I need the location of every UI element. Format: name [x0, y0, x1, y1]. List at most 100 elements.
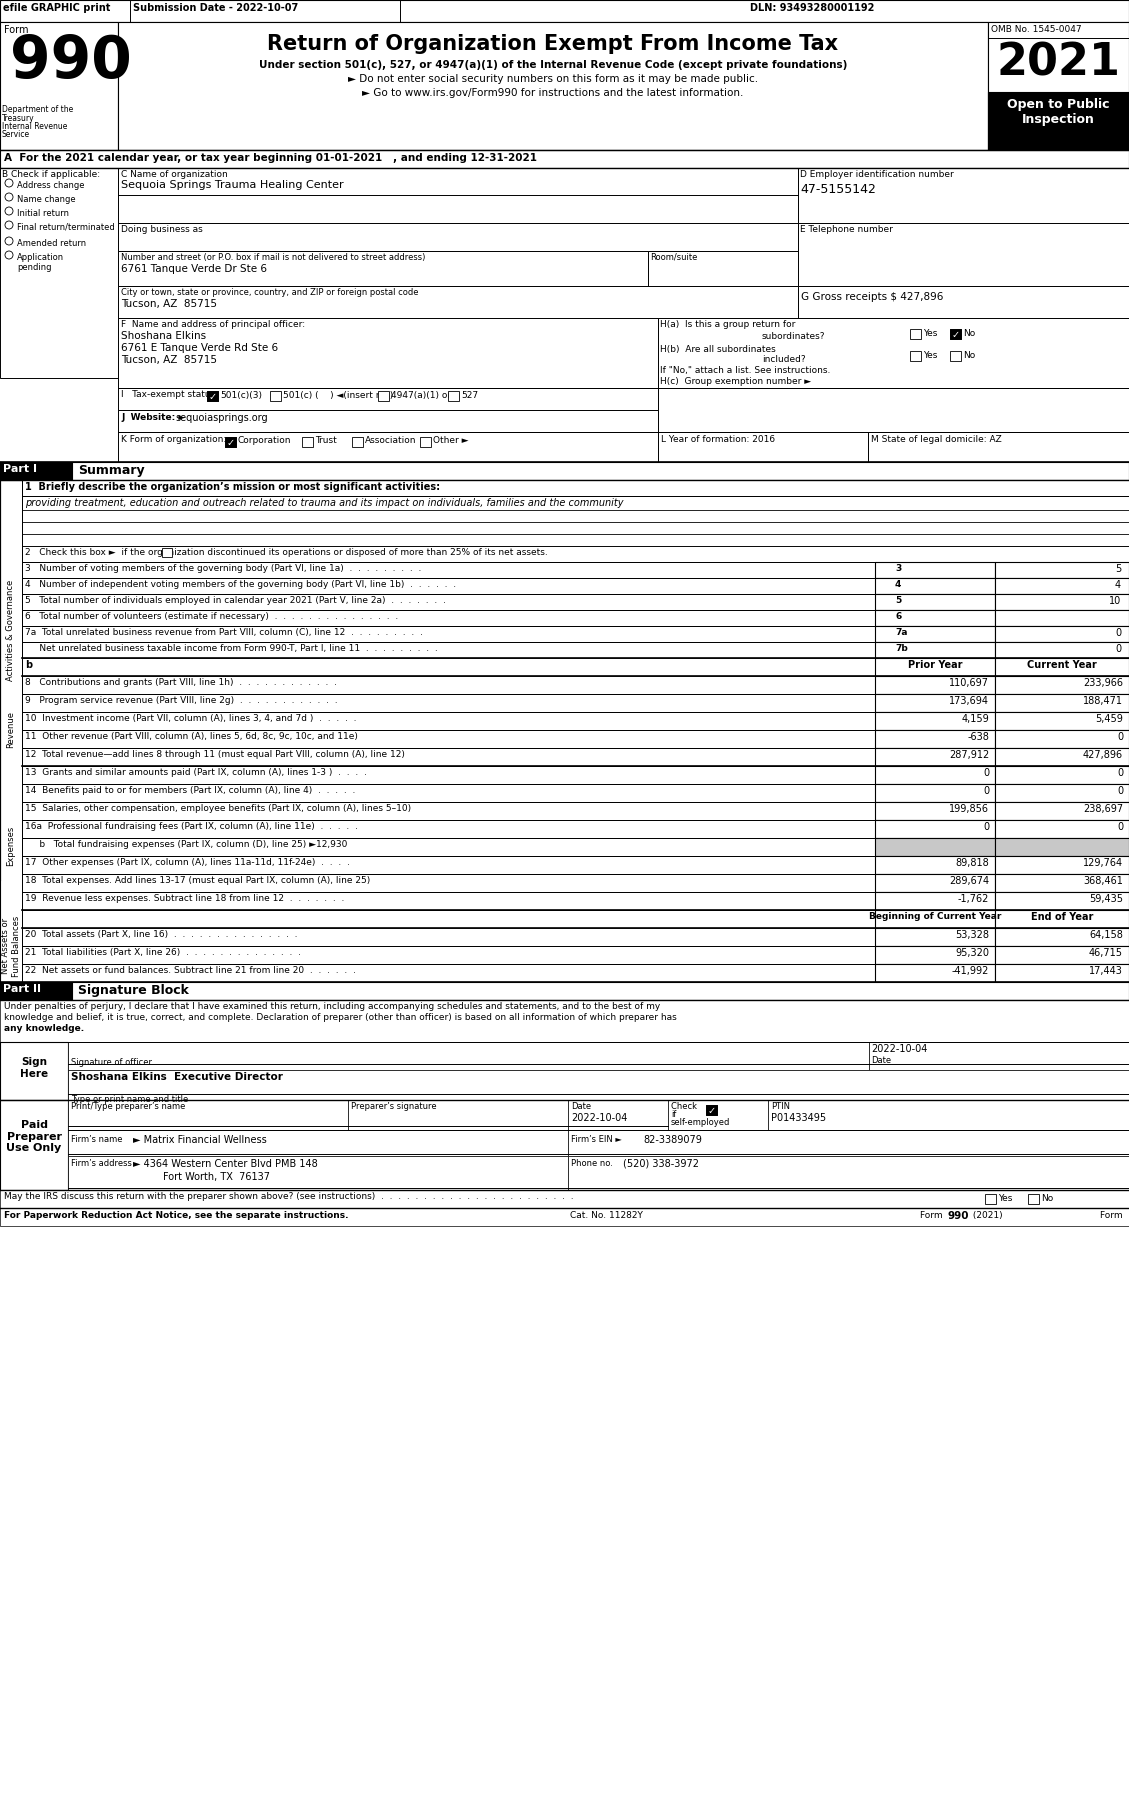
Text: Service: Service — [2, 131, 30, 140]
Text: J  Website: ►: J Website: ► — [121, 414, 185, 423]
Text: 6761 E Tanque Verde Rd Ste 6: 6761 E Tanque Verde Rd Ste 6 — [121, 343, 278, 354]
Text: 0: 0 — [983, 822, 989, 833]
Text: 289,674: 289,674 — [948, 876, 989, 885]
Text: Form: Form — [1100, 1212, 1124, 1221]
Text: Form: Form — [5, 25, 28, 34]
Bar — [949, 328, 961, 339]
Text: 12  Total revenue—add lines 8 through 11 (must equal Part VIII, column (A), line: 12 Total revenue—add lines 8 through 11 … — [25, 749, 405, 758]
Text: Preparer’s signature: Preparer’s signature — [351, 1101, 437, 1110]
Text: 53,328: 53,328 — [955, 931, 989, 940]
Text: Net unrelated business taxable income from Form 990-T, Part I, line 11  .  .  . : Net unrelated business taxable income fr… — [25, 644, 438, 653]
Circle shape — [5, 250, 14, 259]
Text: Form: Form — [920, 1212, 945, 1221]
Text: M State of legal domicile: AZ: M State of legal domicile: AZ — [870, 435, 1001, 444]
Bar — [21, 562, 875, 579]
Text: 233,966: 233,966 — [1083, 678, 1123, 688]
Text: 46,715: 46,715 — [1089, 949, 1123, 958]
Text: b: b — [25, 660, 32, 669]
Bar — [0, 1099, 68, 1190]
Bar — [995, 874, 1129, 892]
Bar — [119, 22, 988, 151]
Text: Shoshana Elkins: Shoshana Elkins — [121, 330, 207, 341]
Bar — [225, 437, 236, 446]
Text: 368,461: 368,461 — [1083, 876, 1123, 885]
Bar — [119, 432, 658, 463]
Text: Initial return: Initial return — [17, 209, 69, 218]
Text: 0: 0 — [1114, 628, 1121, 639]
Text: 7a: 7a — [895, 628, 908, 637]
Bar — [875, 713, 995, 729]
Text: Name change: Name change — [17, 194, 76, 203]
Text: any knowledge.: any knowledge. — [5, 1023, 85, 1032]
Text: Room/suite: Room/suite — [650, 252, 698, 261]
Bar — [995, 579, 1129, 593]
Text: 19  Revenue less expenses. Subtract line 18 from line 12  .  .  .  .  .  .  .: 19 Revenue less expenses. Subtract line … — [25, 894, 344, 903]
Bar — [119, 250, 648, 287]
Bar — [21, 658, 875, 677]
Bar — [868, 432, 1129, 463]
Bar — [668, 1099, 768, 1130]
Text: Firm’s name: Firm’s name — [71, 1136, 123, 1145]
Text: L Year of formation: 2016: L Year of formation: 2016 — [660, 435, 776, 444]
Circle shape — [5, 207, 14, 216]
Text: (2021): (2021) — [970, 1212, 1003, 1221]
Bar — [0, 22, 119, 151]
Bar — [21, 713, 875, 729]
Bar — [119, 317, 658, 388]
Bar — [207, 392, 218, 401]
Text: 0: 0 — [1114, 644, 1121, 655]
Text: For Paperwork Reduction Act Notice, see the separate instructions.: For Paperwork Reduction Act Notice, see … — [5, 1212, 349, 1221]
Bar — [875, 747, 995, 766]
Text: K Form of organization:: K Form of organization: — [121, 435, 226, 444]
Bar — [995, 838, 1129, 856]
Bar — [21, 874, 875, 892]
Bar — [448, 392, 460, 401]
Text: Prior Year: Prior Year — [908, 660, 962, 669]
Bar — [995, 677, 1129, 695]
Text: 199,856: 199,856 — [949, 804, 989, 814]
Bar — [0, 981, 72, 1000]
Bar — [798, 223, 1129, 287]
Text: 14  Benefits paid to or for members (Part IX, column (A), line 4)  .  .  .  .  .: 14 Benefits paid to or for members (Part… — [25, 785, 356, 795]
Text: May the IRS discuss this return with the preparer shown above? (see instructions: May the IRS discuss this return with the… — [5, 1192, 574, 1201]
Text: sequoiasprings.org: sequoiasprings.org — [175, 414, 268, 423]
Bar — [995, 892, 1129, 911]
Bar — [68, 1130, 568, 1156]
Bar — [706, 1105, 717, 1116]
Text: Return of Organization Exempt From Income Tax: Return of Organization Exempt From Incom… — [268, 34, 839, 54]
Bar — [869, 1041, 1129, 1070]
Text: E Telephone number: E Telephone number — [800, 225, 893, 234]
Text: 21  Total liabilities (Part X, line 26)  .  .  .  .  .  .  .  .  .  .  .  .  .  : 21 Total liabilities (Part X, line 26) .… — [25, 949, 301, 958]
Bar — [875, 729, 995, 747]
Bar — [798, 169, 1129, 223]
Text: -638: -638 — [968, 733, 989, 742]
Text: 287,912: 287,912 — [948, 749, 989, 760]
Bar — [0, 463, 72, 481]
Bar — [21, 546, 1129, 562]
Bar — [875, 784, 995, 802]
Text: ✓: ✓ — [708, 1107, 716, 1116]
Bar — [949, 328, 961, 339]
Text: knowledge and belief, it is true, correct, and complete. Declaration of preparer: knowledge and belief, it is true, correc… — [5, 1012, 676, 1021]
Bar — [21, 911, 875, 929]
Circle shape — [5, 180, 14, 187]
Text: ✓: ✓ — [209, 392, 217, 403]
Bar — [875, 963, 995, 981]
Text: 11  Other revenue (Part VIII, column (A), lines 5, 6d, 8c, 9c, 10c, and 11e): 11 Other revenue (Part VIII, column (A),… — [25, 733, 358, 740]
Text: Number and street (or P.O. box if mail is not delivered to street address): Number and street (or P.O. box if mail i… — [121, 252, 426, 261]
Bar — [119, 388, 658, 410]
Text: Check: Check — [671, 1101, 702, 1110]
Text: 16a  Professional fundraising fees (Part IX, column (A), line 11e)  .  .  .  .  : 16a Professional fundraising fees (Part … — [25, 822, 358, 831]
Bar — [21, 856, 875, 874]
Text: 2022-10-04: 2022-10-04 — [870, 1045, 927, 1054]
Text: Signature of officer: Signature of officer — [71, 1058, 152, 1067]
Text: 47-5155142: 47-5155142 — [800, 183, 876, 196]
Bar — [301, 437, 313, 446]
Text: if: if — [671, 1110, 676, 1119]
Bar — [875, 562, 995, 579]
Text: ► Do not enter social security numbers on this form as it may be made public.: ► Do not enter social security numbers o… — [348, 74, 758, 83]
Bar — [1029, 1194, 1039, 1204]
Text: B Check if applicable:: B Check if applicable: — [2, 171, 100, 180]
Bar — [207, 392, 218, 401]
Bar — [875, 593, 995, 610]
